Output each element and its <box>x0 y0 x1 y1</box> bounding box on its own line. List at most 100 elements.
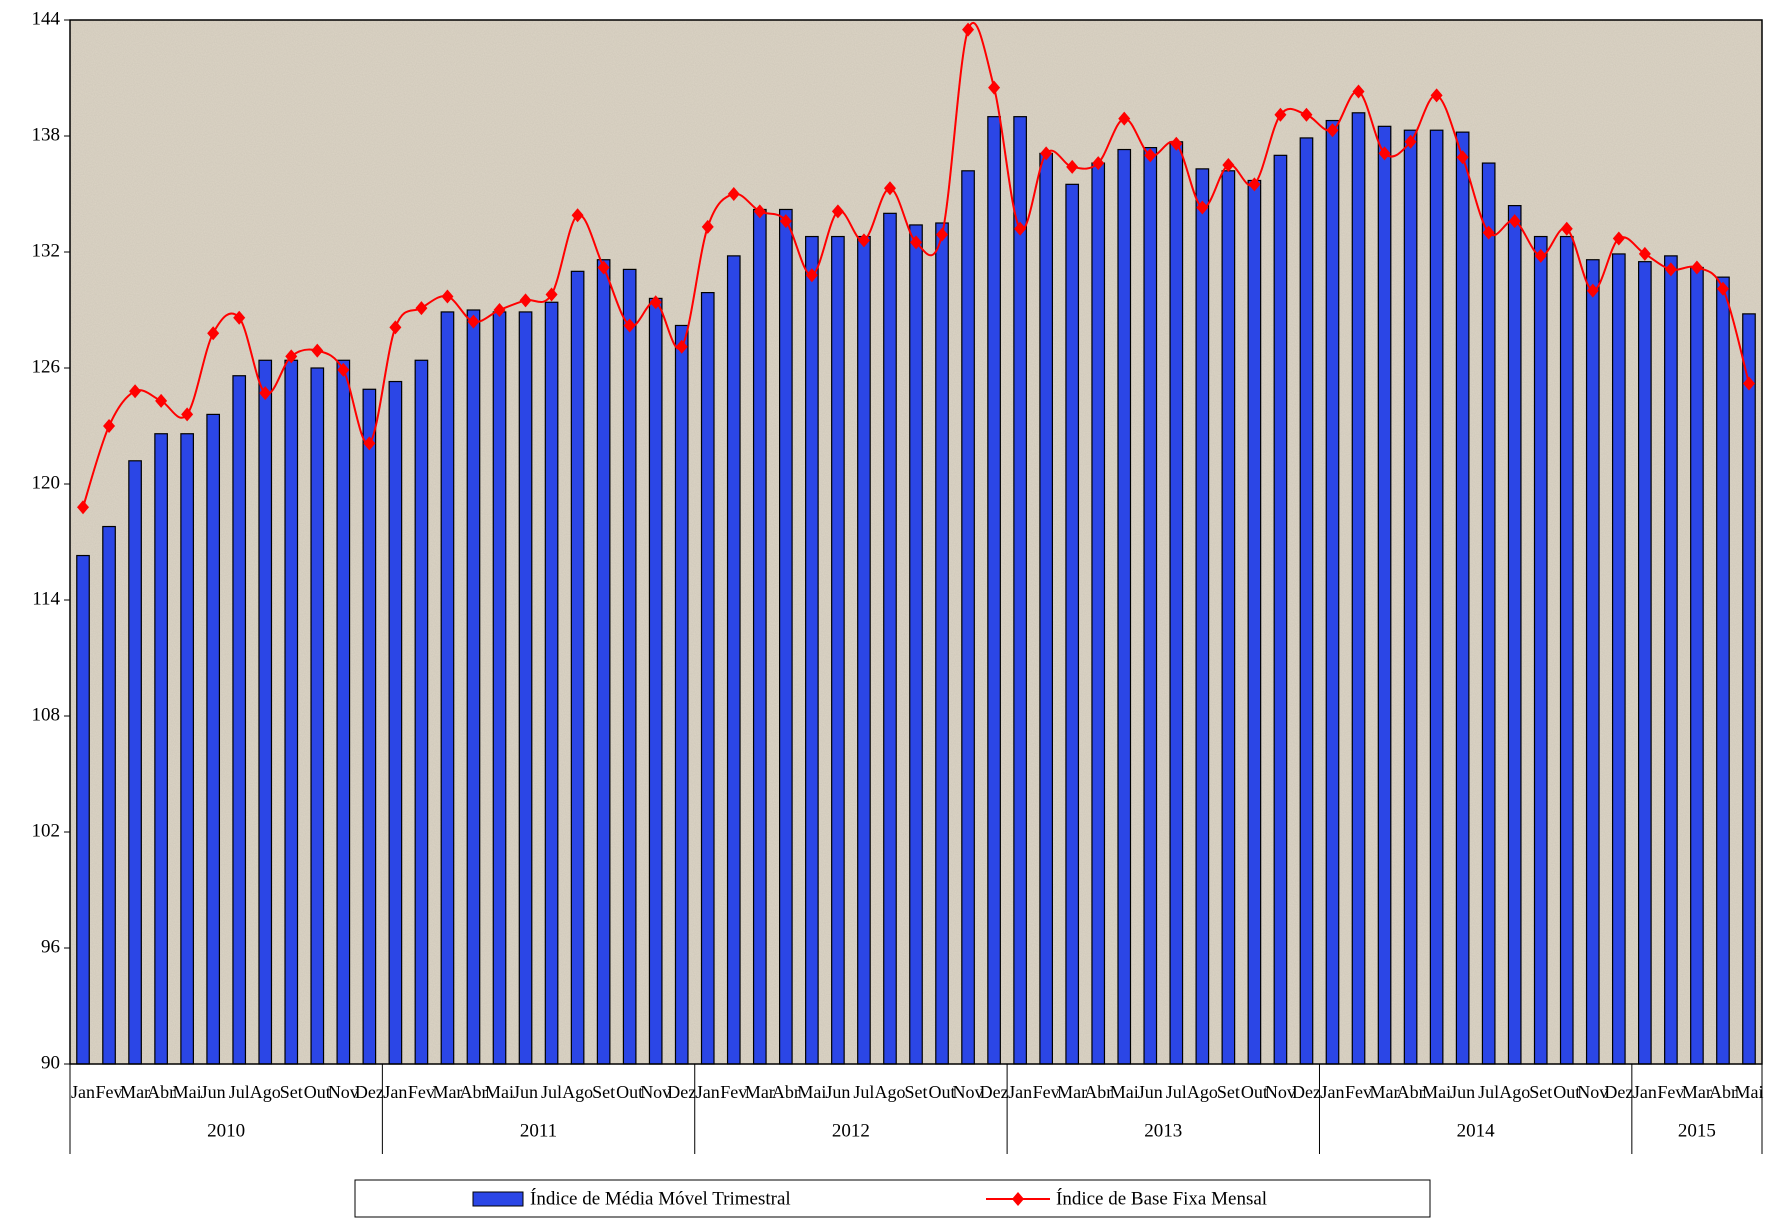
x-tick-label: Nov <box>1577 1082 1608 1102</box>
year-label: 2015 <box>1678 1120 1716 1141</box>
marker <box>1144 148 1157 163</box>
year-label: 2010 <box>207 1120 245 1141</box>
bar <box>1065 183 1080 1065</box>
marker <box>936 227 949 242</box>
y-tick-label: 102 <box>32 820 61 841</box>
x-tick-label: Set <box>280 1082 303 1102</box>
x-tick-label: Nov <box>1265 1082 1296 1102</box>
x-tick-label: Set <box>1217 1082 1240 1102</box>
bar <box>1169 141 1184 1065</box>
x-tick-label: Jun <box>825 1082 850 1102</box>
marker <box>753 204 766 219</box>
x-tick-label: Fev <box>1033 1082 1060 1102</box>
bar <box>102 525 116 1065</box>
x-tick-label: Jul <box>1166 1082 1187 1102</box>
marker <box>155 393 168 408</box>
x-tick-label: Jun <box>201 1082 226 1102</box>
x-tick-label: Out <box>929 1082 956 1102</box>
marker <box>1612 231 1625 246</box>
x-tick-label: Abr <box>1397 1082 1425 1102</box>
bar <box>1039 152 1054 1065</box>
x-tick-label: Fev <box>96 1082 123 1102</box>
bar <box>1221 170 1236 1065</box>
bar <box>362 388 377 1065</box>
marker <box>1274 107 1287 122</box>
bar <box>1481 162 1496 1065</box>
bar <box>206 413 221 1065</box>
year-label: 2011 <box>520 1120 557 1141</box>
x-tick-label: Dez <box>355 1082 384 1102</box>
marker <box>779 214 792 229</box>
marker <box>962 22 975 37</box>
x-tick-label: Nov <box>328 1082 359 1102</box>
legend-label: Índice de Base Fixa Mensal <box>1056 1187 1267 1209</box>
bar <box>258 359 273 1065</box>
y-tick-label: 108 <box>32 704 61 725</box>
x-tick-label: Mai <box>1734 1082 1763 1102</box>
bar <box>1091 162 1106 1065</box>
bar <box>1716 276 1730 1065</box>
x-tick-label: Dez <box>1604 1082 1633 1102</box>
y-tick-label: 126 <box>32 356 61 377</box>
marker <box>1560 221 1573 236</box>
bar <box>1013 116 1027 1065</box>
bar <box>492 311 507 1065</box>
bar <box>700 292 715 1065</box>
bar <box>544 301 559 1065</box>
x-tick-label: Mar <box>1370 1082 1400 1102</box>
marker <box>363 436 376 451</box>
bar <box>1195 168 1210 1065</box>
marker <box>1742 376 1755 391</box>
bar <box>805 235 819 1065</box>
bar <box>961 170 975 1065</box>
marker <box>805 268 818 283</box>
x-tick-label: Jul <box>853 1082 874 1102</box>
marker <box>415 301 428 316</box>
x-tick-label: Jan <box>71 1082 95 1102</box>
x-tick-label: Mar <box>1682 1082 1712 1102</box>
y-tick-label: 138 <box>32 124 61 145</box>
y-tick-label: 120 <box>32 472 61 493</box>
bar <box>987 116 1001 1065</box>
marker <box>1040 146 1053 161</box>
marker <box>1378 146 1391 161</box>
x-tick-label: Mai <box>1422 1082 1451 1102</box>
x-tick-label: Set <box>592 1082 615 1102</box>
x-tick-label: Fev <box>720 1082 747 1102</box>
bar <box>180 433 194 1065</box>
marker <box>1638 246 1651 261</box>
x-tick-label: Dez <box>667 1082 696 1102</box>
plot-border <box>69 19 1763 1065</box>
marker <box>519 293 532 308</box>
marker <box>259 386 272 401</box>
x-tick-label: Mai <box>485 1082 514 1102</box>
bar <box>440 311 455 1065</box>
marker <box>1196 200 1209 215</box>
marker <box>207 326 220 341</box>
x-tick-label: Fev <box>1657 1082 1684 1102</box>
marker <box>1534 248 1547 263</box>
x-tick-label: Abr <box>1709 1082 1737 1102</box>
bar <box>1533 235 1548 1065</box>
legend <box>354 1179 1431 1218</box>
year-label: 2012 <box>832 1120 870 1141</box>
marker <box>1352 84 1365 99</box>
y-tick-label: 132 <box>32 240 61 261</box>
legend-swatch <box>472 1191 524 1207</box>
x-tick-label: Jan <box>1320 1082 1344 1102</box>
x-tick-label: Abr <box>147 1082 175 1102</box>
bar <box>466 309 481 1065</box>
marker <box>545 287 558 302</box>
bar <box>284 359 299 1065</box>
marker <box>1300 107 1313 122</box>
marker <box>727 187 740 201</box>
x-tick-label: Jan <box>383 1082 407 1102</box>
bar <box>1325 119 1340 1065</box>
bar <box>1247 179 1262 1065</box>
bar <box>883 212 897 1065</box>
marker <box>623 318 636 333</box>
bar <box>909 224 923 1065</box>
bar <box>726 255 741 1065</box>
x-tick-label: Nov <box>953 1082 984 1102</box>
